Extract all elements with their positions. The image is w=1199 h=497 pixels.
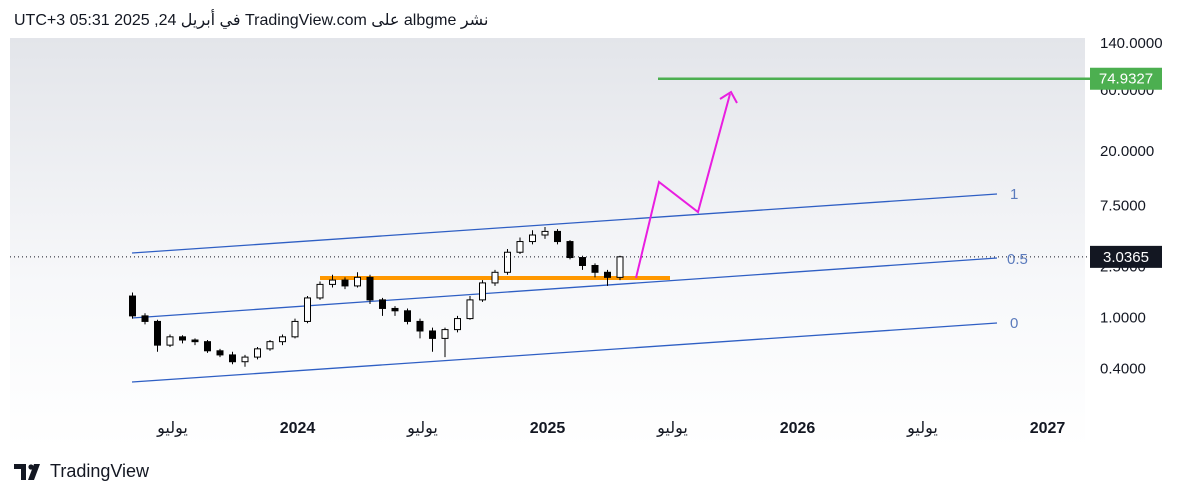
y-tick-label: 140.0000: [1100, 35, 1163, 52]
x-tick-label: يوليو: [156, 420, 188, 438]
brand: TradingView: [14, 461, 149, 482]
candle-body: [441, 329, 449, 339]
target-label: 74.9327: [1099, 71, 1153, 88]
candle-body: [266, 341, 274, 350]
y-tick-label: 7.5000: [1100, 198, 1146, 215]
candle-body: [166, 336, 174, 346]
y-tick-label: 1.0000: [1100, 310, 1146, 327]
y-tick-label: 0.4000: [1100, 360, 1146, 377]
candle-body: [366, 276, 374, 301]
candle-body: [616, 256, 624, 278]
publish-note: نشر albgme على TradingView.com في أبريل …: [14, 12, 489, 29]
target-box: [1090, 67, 1162, 90]
candle-body: [129, 295, 136, 317]
candle-body: [566, 241, 574, 259]
candle-body: [491, 271, 499, 284]
y-tick-label: 20.0000: [1100, 143, 1154, 160]
candle-body: [429, 330, 436, 339]
candle-body: [316, 283, 324, 299]
channel-level: 0.5: [1007, 251, 1028, 268]
candle-body: [329, 279, 336, 285]
x-tick-label: 2026: [780, 420, 816, 437]
candle-body: [341, 279, 349, 287]
candle-body: [229, 354, 236, 363]
candle-body: [579, 257, 586, 266]
channel-bottom: [131, 322, 998, 383]
channel-top: [131, 193, 998, 254]
candle-body: [191, 339, 199, 343]
last-price-label: 3.0365: [1103, 249, 1149, 266]
candle-body: [466, 299, 474, 320]
candle-body: [304, 297, 311, 322]
brand-logo: [14, 463, 40, 480]
x-tick-label: 2027: [1030, 420, 1066, 437]
candle-body: [204, 341, 211, 352]
x-tick-label: 2024: [280, 420, 316, 437]
x-tick-label: يوليو: [906, 420, 938, 438]
x-tick-label: 2025: [530, 420, 566, 437]
candle-body: [416, 320, 424, 332]
candle-body: [554, 230, 561, 243]
projection-arrow: [635, 93, 731, 279]
candle-body: [254, 348, 261, 358]
x-tick-label: يوليو: [406, 420, 438, 438]
candle-body: [604, 271, 611, 278]
brand-name: TradingView: [50, 461, 150, 481]
candle-body: [479, 282, 486, 301]
candle-body: [279, 336, 286, 343]
candle-body: [179, 336, 186, 341]
candle-body: [216, 350, 224, 356]
channel-level: 1: [1010, 186, 1018, 203]
candle-body: [591, 264, 599, 273]
candle-body: [404, 310, 411, 322]
candle-body: [504, 251, 511, 273]
candle-body: [391, 307, 399, 312]
candle-body: [141, 315, 149, 322]
candle-body: [379, 299, 386, 309]
candle-body: [454, 318, 461, 331]
candle-body: [529, 234, 536, 243]
channel-mid: [131, 257, 998, 319]
candle-body: [291, 320, 299, 338]
candle-body: [154, 320, 161, 346]
candle-body: [516, 241, 524, 253]
x-tick-label: يوليو: [656, 420, 688, 438]
candle-body: [241, 356, 249, 363]
candle-body: [541, 230, 549, 236]
arrow-head: [719, 90, 738, 104]
channel-level: 0: [1010, 315, 1018, 332]
candle-body: [354, 276, 361, 287]
last-price-box: [1090, 245, 1162, 268]
plot-background: [10, 38, 1085, 448]
